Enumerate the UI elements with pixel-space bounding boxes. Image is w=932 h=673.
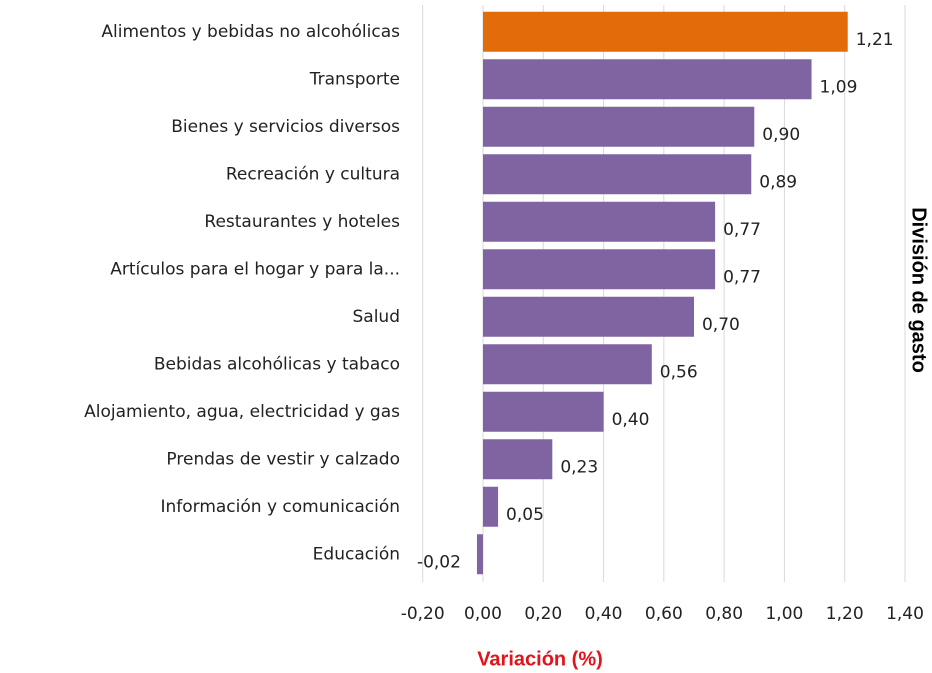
- y-tick-label: Artículos para el hogar y para la...: [110, 259, 400, 279]
- bar: [482, 106, 755, 147]
- x-tick-label: 1,00: [765, 604, 803, 624]
- data-label: 0,23: [560, 457, 598, 477]
- data-label: 1,21: [856, 30, 894, 50]
- y-tick-label: Transporte: [309, 69, 400, 89]
- x-tick-label: 1,20: [826, 604, 864, 624]
- bar: [482, 344, 652, 385]
- x-tick-label: 0,00: [464, 604, 502, 624]
- x-axis-label: Variación (%): [477, 648, 603, 670]
- bar: [482, 391, 604, 432]
- bar: [482, 486, 499, 527]
- bar: [482, 249, 716, 290]
- y-tick-label: Prendas de vestir y calzado: [166, 449, 400, 469]
- bar: [482, 201, 716, 242]
- x-tick-label: 0,40: [585, 604, 623, 624]
- data-label: 0,77: [723, 267, 761, 287]
- bar: [482, 59, 812, 100]
- y-tick-label: Salud: [353, 307, 401, 327]
- x-tick-label: 0,20: [524, 604, 562, 624]
- y-tick-label: Educación: [313, 544, 400, 564]
- data-label: -0,02: [417, 552, 461, 572]
- y-tick-label: Alojamiento, agua, electricidad y gas: [84, 402, 400, 422]
- data-label: 0,70: [702, 315, 740, 335]
- data-label: 0,89: [759, 172, 797, 192]
- bar: [482, 154, 752, 195]
- data-label: 0,56: [660, 362, 698, 382]
- bar: [482, 11, 848, 52]
- bar: [482, 439, 553, 480]
- y-tick-label: Bebidas alcohólicas y tabaco: [154, 354, 400, 374]
- y-tick-label: Restaurantes y hoteles: [204, 212, 400, 232]
- y-tick-label: Bienes y servicios diversos: [171, 117, 400, 137]
- data-label: 0,77: [723, 220, 761, 240]
- data-label: 0,40: [612, 410, 650, 430]
- x-tick-label: -0,20: [401, 604, 445, 624]
- x-tick-label: 1,40: [886, 604, 924, 624]
- y-tick-label: Recreación y cultura: [226, 164, 400, 184]
- data-label: 0,90: [762, 125, 800, 145]
- y-axis-label: División de gasto: [908, 207, 930, 373]
- x-tick-label: 0,60: [645, 604, 683, 624]
- bar: [482, 296, 694, 337]
- bar: [476, 534, 483, 575]
- data-label: 0,05: [506, 505, 544, 525]
- y-tick-label: Alimentos y bebidas no alcohólicas: [101, 22, 400, 42]
- x-tick-label: 0,80: [705, 604, 743, 624]
- y-tick-label: Información y comunicación: [160, 497, 400, 517]
- data-label: 1,09: [820, 77, 858, 97]
